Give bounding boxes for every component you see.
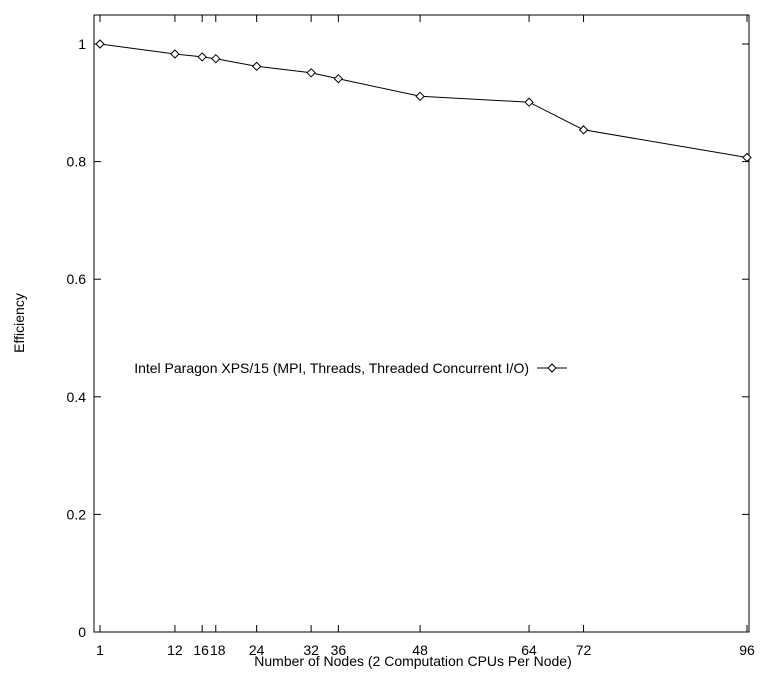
y-tick-label: 0	[78, 624, 86, 640]
y-tick-label: 0.2	[67, 506, 87, 522]
x-tick-label: 32	[303, 642, 319, 658]
y-axis-label: Efficiency	[11, 293, 27, 353]
data-point-marker	[306, 68, 316, 78]
x-axis-ticks: 1 12 16 18 24 32 36 48 64 72 96	[96, 15, 755, 658]
data-point-marker	[170, 49, 180, 59]
data-point-marker	[251, 61, 262, 72]
y-tick-label: 0.4	[67, 389, 87, 405]
y-axis-ticks: 0 0.2 0.4 0.6 0.8 1	[67, 36, 749, 640]
y-tick-label: 0.6	[67, 271, 87, 287]
y-tick-label: 0.8	[67, 154, 87, 170]
x-tick-label: 18	[210, 642, 226, 658]
data-point-marker	[742, 152, 752, 163]
data-point-marker	[524, 97, 534, 107]
data-point-marker	[95, 39, 105, 49]
x-tick-label: 1	[96, 642, 104, 658]
series-layer	[95, 39, 752, 163]
data-point-marker	[333, 73, 344, 84]
x-axis-label: Number of Nodes (2 Computation CPUs Per …	[254, 653, 571, 669]
series-line	[99, 43, 748, 158]
plot-frame	[93, 14, 750, 633]
x-tick-label: 64	[521, 642, 537, 658]
y-tick-label: 1	[78, 36, 86, 52]
x-tick-label: 96	[739, 642, 755, 658]
x-tick-label: 36	[331, 642, 347, 658]
x-tick-label: 12	[167, 642, 183, 658]
x-tick-label: 24	[249, 642, 265, 658]
legend-label: Intel Paragon XPS/15 (MPI, Threads, Thre…	[134, 360, 529, 376]
legend: Intel Paragon XPS/15 (MPI, Threads, Thre…	[134, 360, 567, 376]
data-point-marker	[197, 52, 207, 62]
x-tick-label: 16	[193, 642, 209, 658]
data-point-marker	[415, 91, 425, 102]
data-point-marker	[578, 125, 589, 135]
legend-marker	[547, 363, 557, 373]
data-point-marker	[211, 53, 221, 64]
x-tick-label: 72	[576, 642, 592, 658]
x-tick-label: 48	[412, 642, 428, 658]
